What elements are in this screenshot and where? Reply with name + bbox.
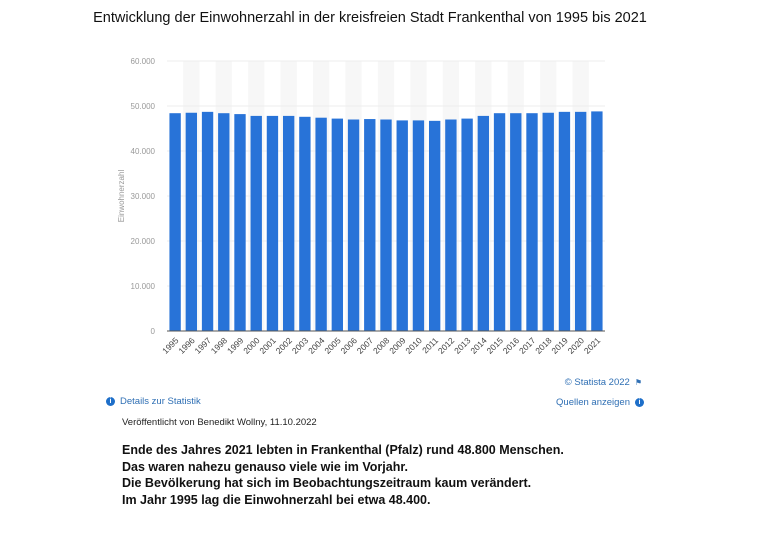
bar-chart: 0 10.000 20.000 30.000 40.000 50.000 60.000 199… bbox=[117, 57, 605, 356]
bar-2009 bbox=[396, 120, 408, 332]
bar-2013 bbox=[461, 118, 473, 331]
bar-2020 bbox=[574, 111, 587, 331]
x-tick-label: 2001 bbox=[257, 335, 278, 356]
x-tick-label: 2019 bbox=[549, 335, 570, 356]
bar-2007 bbox=[364, 119, 376, 331]
y-tick-label: 10.000 bbox=[131, 282, 156, 291]
bar-1997 bbox=[201, 111, 214, 331]
details-label: Details zur Statistik bbox=[120, 396, 201, 407]
bar-2000 bbox=[250, 115, 262, 332]
bar-2003 bbox=[299, 116, 311, 331]
bar-1999 bbox=[234, 114, 246, 331]
bar-2011 bbox=[428, 120, 441, 331]
x-tick-label: 1998 bbox=[209, 335, 230, 356]
y-tick-label: 30.000 bbox=[131, 192, 156, 201]
x-tick-label: 1999 bbox=[225, 335, 246, 356]
x-tick-label: 2009 bbox=[387, 335, 408, 356]
summary-text: Ende des Jahres 2021 lebten in Frankenth… bbox=[122, 442, 564, 508]
bar-2017 bbox=[526, 113, 538, 331]
x-tick-label: 2004 bbox=[306, 335, 327, 356]
x-tick-label: 1996 bbox=[176, 335, 197, 356]
x-tick-label: 2017 bbox=[517, 335, 538, 356]
bar-2012 bbox=[445, 119, 457, 331]
summary-line: Im Jahr 1995 lag die Einwohnerzahl bei e… bbox=[122, 492, 431, 507]
x-tick-label: 2006 bbox=[339, 335, 360, 356]
x-tick-label: 2013 bbox=[452, 335, 473, 356]
x-tick-label: 2020 bbox=[566, 335, 587, 356]
bar-2021 bbox=[591, 111, 603, 332]
bar-2015 bbox=[493, 113, 506, 331]
x-tick-label: 1997 bbox=[193, 335, 214, 356]
x-tick-label: 2005 bbox=[322, 335, 343, 356]
bar-2001 bbox=[266, 115, 279, 332]
x-tick-label: 2016 bbox=[501, 335, 522, 356]
sources-label: Quellen anzeigen bbox=[556, 397, 630, 408]
bar-2005 bbox=[331, 118, 344, 331]
y-tick-label: 40.000 bbox=[131, 147, 156, 156]
bar-1995 bbox=[169, 113, 181, 331]
details-link[interactable]: i Details zur Statistik bbox=[106, 396, 201, 407]
statista-copyright-link[interactable]: © Statista 2022 ⚑ bbox=[565, 377, 642, 388]
x-tick-label: 2003 bbox=[290, 335, 311, 356]
y-tick-label: 20.000 bbox=[131, 237, 156, 246]
x-tick-label: 2011 bbox=[420, 335, 440, 355]
bar-2019 bbox=[558, 111, 571, 331]
bar-2008 bbox=[380, 119, 392, 331]
x-tick-label: 2012 bbox=[436, 335, 457, 356]
x-tick-label: 2008 bbox=[371, 335, 392, 356]
bar-2004 bbox=[315, 117, 327, 331]
x-tick-label: 2021 bbox=[582, 335, 603, 356]
bar-2010 bbox=[412, 120, 425, 332]
sources-link[interactable]: Quellen anzeigen i bbox=[556, 397, 644, 408]
flag-icon: ⚑ bbox=[634, 378, 642, 387]
published-by: Veröffentlicht von Benedikt Wollny, 11.1… bbox=[122, 417, 317, 428]
bar-2002 bbox=[282, 115, 295, 332]
bar-1996 bbox=[185, 112, 198, 331]
bar-2018 bbox=[542, 112, 554, 331]
x-tick-label: 2014 bbox=[468, 335, 489, 356]
x-tick-label: 2000 bbox=[241, 335, 262, 356]
info-icon: i bbox=[106, 397, 115, 406]
y-axis-title: Einwohnerzahl bbox=[117, 170, 126, 223]
bar-2006 bbox=[347, 119, 360, 331]
chart-title: Entwicklung der Einwohnerzahl in der kre… bbox=[93, 10, 647, 26]
x-tick-label: 2010 bbox=[403, 335, 424, 356]
y-tick-label: 60.000 bbox=[131, 57, 156, 66]
summary-line: Die Bevölkerung hat sich im Beobachtungs… bbox=[122, 476, 532, 490]
x-tick-label: 2007 bbox=[355, 335, 376, 356]
bar-2014 bbox=[477, 115, 490, 332]
x-tick-label: 2015 bbox=[485, 335, 506, 356]
bar-2016 bbox=[510, 113, 522, 331]
summary-line: Das waren nahezu genauso viele wie im Vo… bbox=[122, 459, 408, 474]
x-tick-label: 2018 bbox=[533, 335, 554, 356]
info-icon: i bbox=[635, 398, 644, 407]
copyright-text: © Statista 2022 bbox=[564, 377, 630, 388]
bar-1998 bbox=[218, 113, 230, 331]
x-tick-label: 2002 bbox=[274, 335, 295, 356]
summary-line: Ende des Jahres 2021 lebten in Frankenth… bbox=[122, 443, 564, 457]
x-tick-label: 1995 bbox=[160, 335, 181, 356]
y-tick-label: 0 bbox=[151, 327, 156, 336]
y-tick-label: 50.000 bbox=[131, 102, 156, 111]
